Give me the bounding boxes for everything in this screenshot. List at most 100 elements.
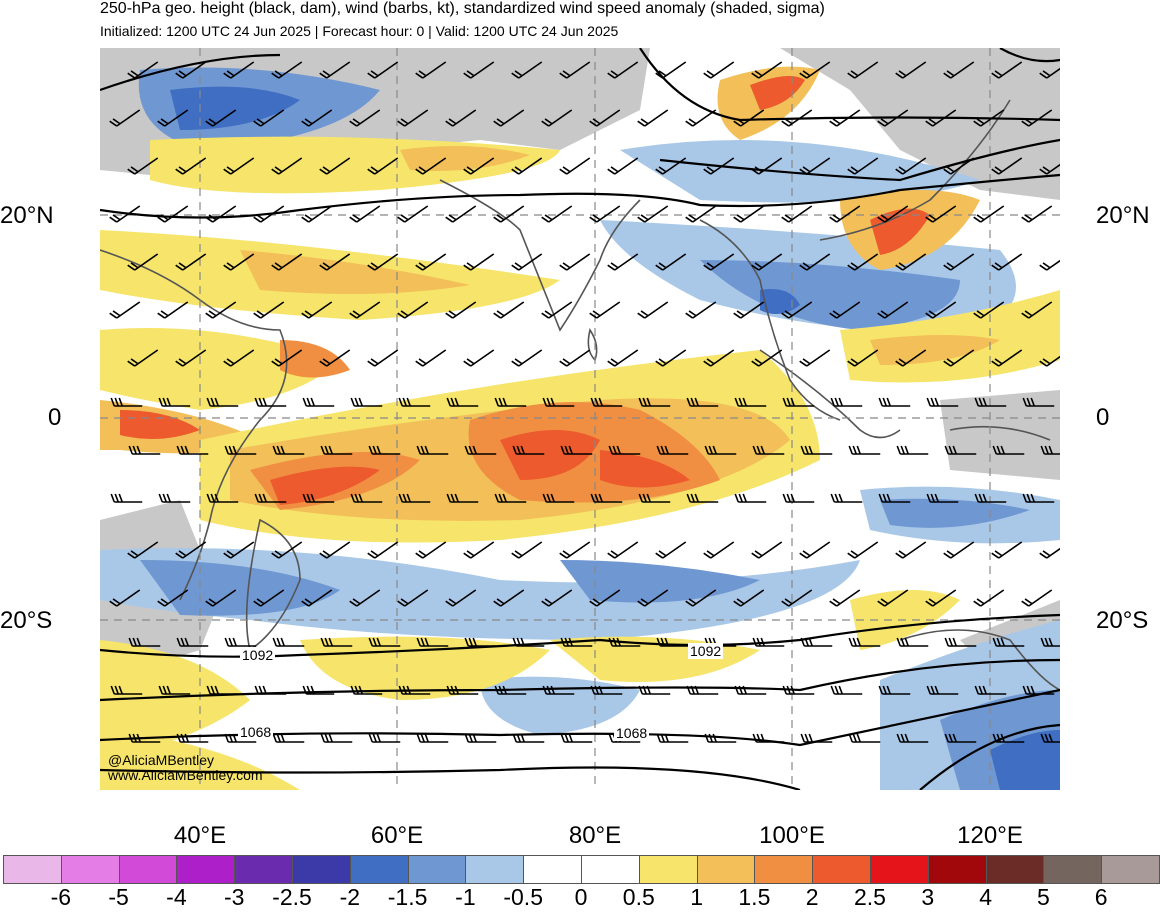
wind-barb <box>686 685 719 695</box>
wind-barb <box>158 493 191 503</box>
colorbar-label: 0 <box>574 884 588 910</box>
wind-barb <box>829 205 861 223</box>
wind-barb <box>607 349 639 367</box>
lon-label-80e: 80°E <box>568 822 622 849</box>
colorbar-swatch <box>234 855 293 884</box>
wind-barb <box>109 301 141 319</box>
wind-barb <box>799 349 831 367</box>
positive-anomaly <box>240 250 470 294</box>
wind-barb <box>205 205 237 223</box>
lat-label-20n-right: 20°N <box>1096 202 1150 229</box>
wind-barb <box>926 685 959 695</box>
coastline <box>100 249 288 601</box>
wind-barb <box>463 61 495 79</box>
wind-barb <box>991 541 1023 559</box>
wind-barb <box>511 349 543 367</box>
map-subtitle: Initialized: 1200 UTC 24 Jun 2025 | Fore… <box>100 23 619 39</box>
wind-barb <box>127 61 159 79</box>
wind-barb <box>176 637 209 647</box>
wind-barb <box>223 253 255 271</box>
wind-barb <box>847 349 879 367</box>
wind-barb <box>301 589 333 607</box>
wind-barb <box>511 541 543 559</box>
wind-barb <box>206 685 239 695</box>
wind-barb <box>943 157 975 175</box>
wind-barb <box>991 349 1023 367</box>
colorbar-swatch <box>754 855 814 884</box>
wind-barb <box>782 493 815 503</box>
wind-barb <box>175 253 207 271</box>
wind-barb <box>463 349 495 367</box>
wind-barb <box>974 397 1007 407</box>
wind-barb <box>752 445 785 455</box>
wind-barb <box>271 61 303 79</box>
wind-barb <box>1021 301 1053 319</box>
wind-barb <box>541 109 573 127</box>
colorbar-label: 3 <box>921 884 935 910</box>
wind-barb <box>368 733 401 743</box>
wind-barb <box>319 61 351 79</box>
colorbar-swatch <box>118 855 178 884</box>
colorbar-label: -5 <box>108 884 129 910</box>
wind-barb <box>349 301 381 319</box>
wind-barb <box>608 637 641 647</box>
wind-barb <box>734 685 767 695</box>
colorbar-swatch <box>3 855 62 884</box>
wind-barb <box>446 397 479 407</box>
wind-barb <box>896 637 929 647</box>
wind-barb <box>830 493 863 503</box>
wind-barb <box>1022 493 1055 503</box>
wind-barb <box>944 637 977 647</box>
wind-barb <box>781 109 813 127</box>
colorbar-label: -1 <box>455 884 476 910</box>
wind-barb <box>415 253 447 271</box>
wind-barb <box>127 349 159 367</box>
wind-barb <box>848 637 881 647</box>
wind-barb <box>973 301 1005 319</box>
lon-label-40e: 40°E <box>173 822 227 849</box>
wind-barb <box>896 733 929 743</box>
wind-barb <box>223 157 255 175</box>
coastline <box>245 518 301 652</box>
colorbar-swatch <box>581 855 640 884</box>
lon-label-120e: 120°E <box>957 822 1023 849</box>
wind-barb <box>446 685 479 695</box>
height-contour <box>659 138 1060 182</box>
wind-barb <box>110 397 143 407</box>
negative-anomaly <box>170 86 300 130</box>
wind-barb <box>397 301 429 319</box>
wind-barb <box>320 733 353 743</box>
wind-barb <box>685 109 717 127</box>
wind-barb <box>703 541 735 559</box>
wind-barb <box>1021 589 1053 607</box>
wind-barb <box>655 61 687 79</box>
colorbar-swatch <box>927 855 987 884</box>
wind-barb <box>253 109 285 127</box>
positive-anomaly <box>280 340 350 378</box>
lon-label-60e: 60°E <box>370 822 424 849</box>
wind-barb <box>685 301 717 319</box>
colorbar-label: -0.5 <box>503 884 543 910</box>
wind-barb <box>944 445 977 455</box>
negative-anomaly <box>760 289 800 314</box>
contour-label: 1068 <box>238 724 274 740</box>
positive-anomaly <box>270 466 380 505</box>
wind-barb <box>494 685 527 695</box>
wind-barb <box>367 349 399 367</box>
wind-barb <box>848 733 881 743</box>
coastline <box>699 219 841 421</box>
wind-barb <box>1039 349 1060 367</box>
wind-barb <box>685 205 717 223</box>
wind-barb <box>638 397 671 407</box>
colorbar-label: 1.5 <box>738 884 771 910</box>
wind-barb <box>637 301 669 319</box>
wind-barb <box>223 541 255 559</box>
wind-barb <box>464 445 497 455</box>
wind-barb <box>733 109 765 127</box>
wind-barb <box>320 445 353 455</box>
wind-barb <box>878 685 911 695</box>
wind-barb <box>589 205 621 223</box>
wind-barb <box>511 61 543 79</box>
wind-barb <box>559 61 591 79</box>
